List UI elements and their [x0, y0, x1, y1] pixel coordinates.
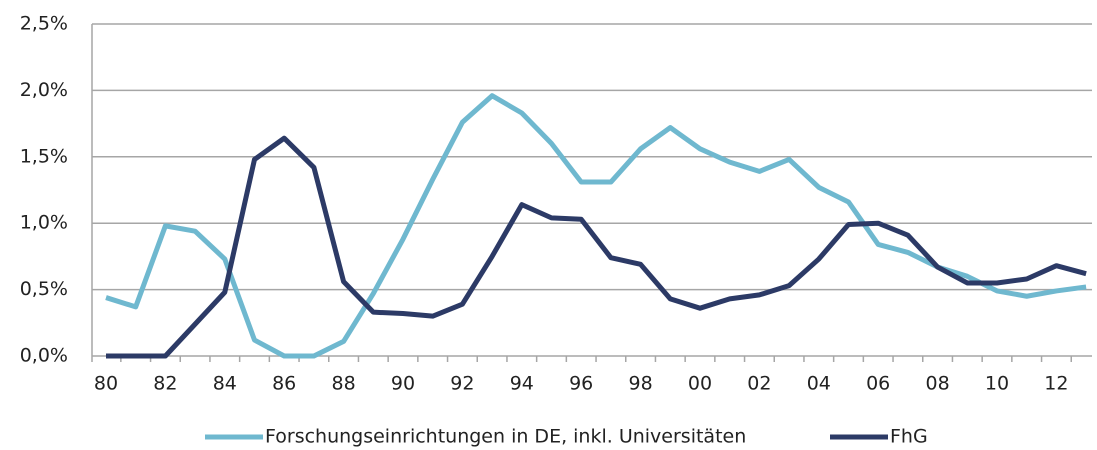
x-tick-label: 84 [213, 373, 237, 395]
x-tick-label: 98 [629, 373, 653, 395]
x-tick-label: 10 [985, 373, 1009, 395]
line-series [105, 93, 1087, 359]
line-series [106, 135, 1087, 359]
x-tick-label: 04 [807, 373, 831, 395]
x-tick-label: 06 [866, 373, 890, 395]
y-tick-label: 1,0% [20, 212, 68, 234]
x-tick-label: 80 [94, 373, 118, 395]
x-tick-label: 12 [1044, 373, 1068, 395]
x-tick-label: 90 [391, 373, 415, 395]
legend-label: Forschungseinrichtungen in DE, inkl. Uni… [265, 426, 746, 448]
x-tick-label: 00 [688, 373, 712, 395]
y-tick-label: 2,5% [20, 13, 68, 35]
y-tick-label: 2,0% [20, 79, 68, 101]
legend-label: FhG [890, 426, 928, 448]
x-tick-label: 92 [450, 373, 474, 395]
y-tick-label: 0,5% [20, 278, 68, 300]
y-tick-label: 0,0% [20, 345, 68, 367]
y-tick-label: 1,5% [20, 145, 68, 167]
x-tick-label: 08 [926, 373, 950, 395]
x-tick-label: 96 [569, 373, 593, 395]
x-tick-label: 88 [332, 373, 356, 395]
x-tick-label: 94 [510, 373, 534, 395]
x-tick-label: 02 [747, 373, 771, 395]
x-tick-label: 86 [272, 373, 296, 395]
x-tick-label: 82 [153, 373, 177, 395]
